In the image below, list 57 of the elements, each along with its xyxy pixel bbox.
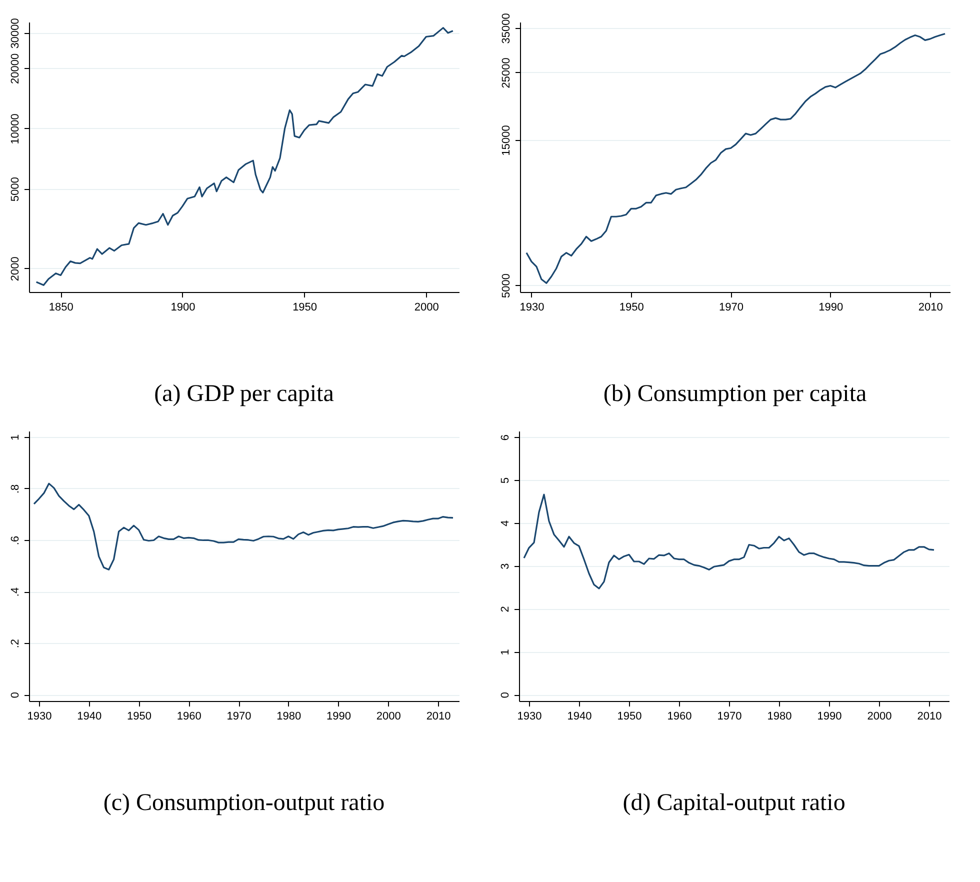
y-tick-label: 35000 <box>500 13 512 44</box>
y-tick-label: 3 <box>500 563 512 570</box>
x-tick-label: 1850 <box>48 302 74 314</box>
y-tick-label: .6 <box>10 536 22 546</box>
x-tick-label: 1930 <box>27 710 52 722</box>
text: (c) Consumption-output ratio <box>103 790 385 816</box>
x-tick-label: 1940 <box>77 710 102 722</box>
x-tick-label: 2000 <box>867 710 892 722</box>
x-tick-label: 2010 <box>918 302 943 314</box>
y-tick-label: 20000 <box>10 53 22 84</box>
text: (a) GDP per capita <box>154 381 334 407</box>
x-tick-label: 1950 <box>127 710 152 722</box>
y-tick-label: 2000 <box>10 256 22 282</box>
x-tick-label: 1960 <box>176 710 202 722</box>
y-tick-label: 10000 <box>10 114 22 144</box>
x-tick-label: 1940 <box>567 710 592 722</box>
x-tick-label: 1990 <box>817 710 842 722</box>
y-tick-label: 6 <box>500 434 512 441</box>
y-tick-label: .2 <box>10 638 22 648</box>
x-tick-label: 1930 <box>517 710 542 722</box>
x-tick-label: 1930 <box>520 302 544 314</box>
y-tick-label: 0 <box>500 692 512 698</box>
x-tick-label: 1900 <box>170 302 196 314</box>
x-tick-label: 1980 <box>767 710 792 722</box>
x-tick-label: 1980 <box>276 710 302 722</box>
y-tick-label: 2 <box>500 606 512 612</box>
x-tick-label: 1970 <box>717 710 742 722</box>
x-tick-label: 1950 <box>292 302 318 314</box>
x-tick-label: 2000 <box>414 302 439 314</box>
x-tick-label: 2010 <box>917 710 942 722</box>
y-tick-label: 1 <box>500 649 512 656</box>
x-tick-label: 1950 <box>619 302 644 314</box>
x-tick-label: 1990 <box>326 710 352 722</box>
y-tick-label: 0 <box>10 692 22 698</box>
y-tick-label: 5000 <box>500 273 512 298</box>
x-tick-label: 1960 <box>667 710 692 722</box>
y-tick-label: 4 <box>500 520 512 526</box>
y-tick-label: 5 <box>500 477 512 484</box>
x-tick-label: 1970 <box>719 302 744 314</box>
y-tick-label: .8 <box>10 484 22 494</box>
x-tick-label: 1970 <box>226 710 252 722</box>
x-tick-label: 2010 <box>426 710 451 722</box>
line-series <box>36 27 454 286</box>
x-tick-label: 2000 <box>376 710 401 722</box>
x-tick-label: 1950 <box>617 710 642 722</box>
y-tick-label: 15000 <box>500 125 512 156</box>
x-tick-label: 1990 <box>818 302 844 314</box>
text: (b) Consumption per capita <box>603 381 867 407</box>
y-tick-label: 5000 <box>10 176 22 202</box>
line-series <box>526 32 946 284</box>
y-tick-label: 25000 <box>500 58 512 88</box>
y-tick-label: .4 <box>10 587 22 597</box>
text: (d) Capital-output ratio <box>622 790 846 816</box>
line-series <box>33 482 454 570</box>
y-tick-label: 30000 <box>10 18 22 49</box>
y-tick-label: 1 <box>10 434 22 440</box>
line-series <box>523 494 935 590</box>
